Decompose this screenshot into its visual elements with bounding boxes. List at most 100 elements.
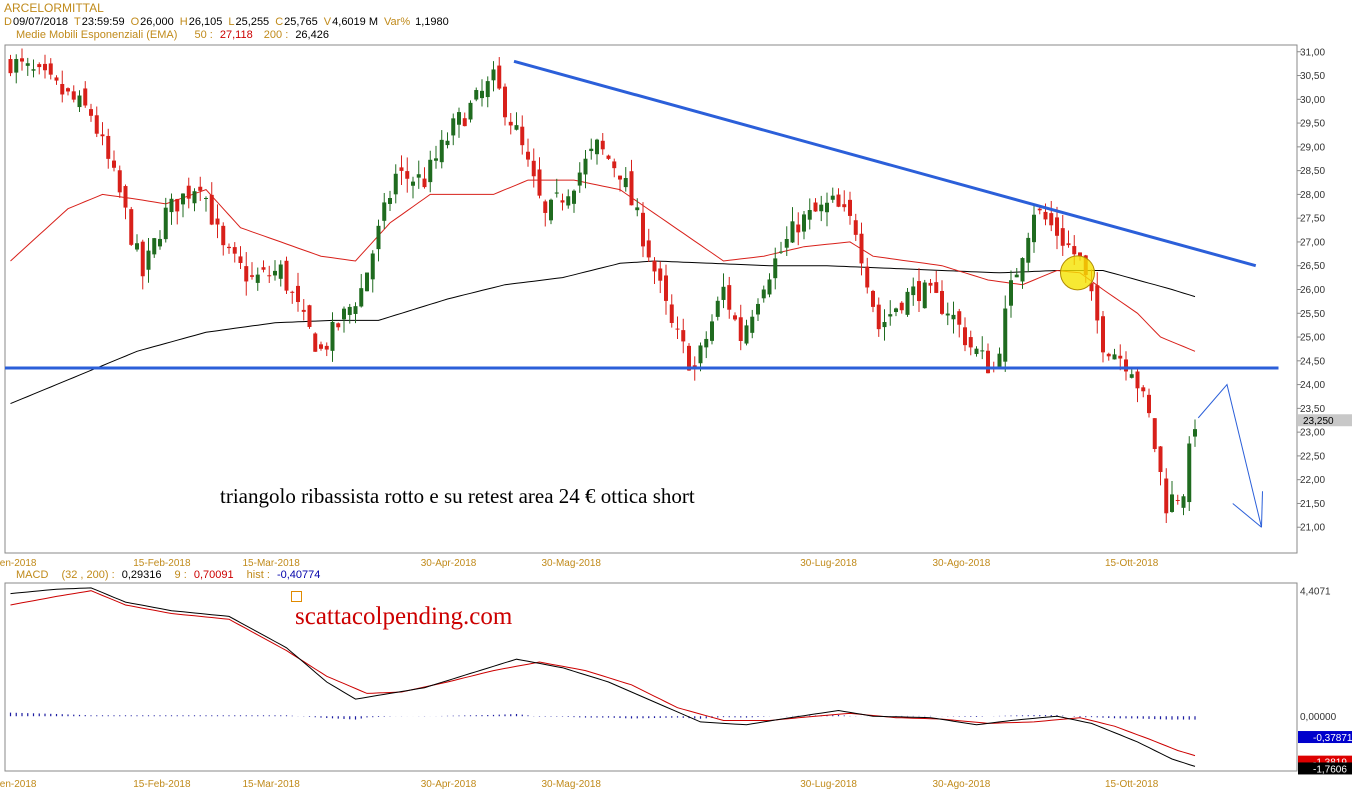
candle-body [1181,496,1186,508]
candle-body [1003,308,1008,362]
candle-body [652,260,657,272]
candle-body [100,134,105,137]
candle-body [474,90,479,100]
candle-body [894,308,898,313]
macd-value-badge [1298,762,1352,775]
candle-body [89,109,93,116]
candle-body [836,194,841,207]
signal-value: 0,70091 [193,569,234,581]
candle-body [250,275,254,277]
candle-body [198,186,203,191]
symbol-title: ARCELORMITTAL [4,1,104,15]
candle-body [646,240,651,258]
candle-body [664,275,668,301]
descending-resistance-line [513,59,1257,268]
date-label: 30-Lug-2018 [800,558,857,569]
candle-body [117,170,122,193]
ohlc-value: 25,765 [284,16,318,28]
price-tick-label: 31,00 [1300,47,1325,58]
ohlc-key: H [179,16,188,28]
candle-body [112,160,116,168]
candle-body [727,285,732,310]
candle-body [623,178,628,188]
candle-body [813,202,818,212]
candle-body [20,58,24,62]
date-label: 30-Apr-2018 [421,558,477,569]
candle-body [485,81,490,98]
price-tick-label: 25,00 [1300,333,1325,344]
date-label: 30-Apr-2018 [421,779,477,790]
trendlines [5,59,1279,528]
macd-line [10,587,1196,767]
hist-label: hist : [246,569,270,581]
candle-body [1037,208,1042,211]
ohlc-key: D [4,16,12,28]
candle-body [744,325,749,344]
candle-body [761,289,766,299]
ema200-value: 26,426 [295,29,329,41]
candle-body [853,220,858,235]
candle-body [825,202,829,213]
candle-body [635,207,640,211]
macd-value-badge [1298,731,1352,744]
candle-body [353,306,358,314]
candle-body [618,175,622,180]
ema-label: Medie Mobili Esponenziali (EMA) [16,29,178,41]
candle-body [1147,394,1151,414]
candle-body [698,345,703,364]
macd-axis-label: 0,00000 [1300,712,1337,723]
date-label: 30-Ago-2018 [933,779,991,790]
candle-body [577,172,582,186]
candle-body [1060,228,1065,246]
price-tick-label: 29,50 [1300,119,1325,130]
candle-body [221,225,226,246]
candle-body [606,155,611,159]
price-tick-label: 27,50 [1300,214,1325,225]
price-tick-label: 29,00 [1300,142,1325,153]
price-tick-label: 24,50 [1300,356,1325,367]
candle-body [819,204,824,212]
candle-body [1009,280,1013,306]
candle-body [232,247,237,254]
candle-body [382,202,387,221]
candle-body [416,174,421,178]
candle-body [181,193,185,205]
date-label: 15-Ott-2018 [1105,779,1159,790]
ohlc-key: C [275,16,284,28]
candle-body [273,270,277,276]
candle-body [393,173,398,195]
candle-body [830,195,835,200]
candle-body [25,63,30,66]
price-tick-label: 24,00 [1300,380,1325,391]
candle-body [146,250,151,270]
candle-body [848,199,852,216]
candle-body [911,286,916,296]
last-price-label: 23,250 [1303,416,1334,427]
candle-body [589,148,594,152]
candle-body [1032,214,1036,243]
candle-body [1043,211,1048,220]
candle-body [1164,478,1169,514]
candle-body [71,91,76,100]
candle-body [767,279,772,295]
candle-body [1072,246,1077,255]
candle-body [807,210,812,220]
candle-body [871,290,875,307]
candle-body [192,191,197,204]
candle-body [549,199,553,221]
price-tick-label: 30,50 [1300,71,1325,82]
macd-value-badge-label: -0,37871 [1313,733,1352,744]
macd-params: (32 , 200) : [61,569,115,581]
candle-body [997,353,1002,368]
ohlc-key: O [130,16,140,28]
candle-body [704,338,709,348]
candle-body [37,64,42,68]
candle-body [537,169,542,196]
price-tick-label: 23,50 [1300,404,1325,415]
ohlc-value: 26,105 [188,16,223,28]
date-label: 15-Feb-2018 [133,779,191,790]
candle-body [572,190,576,204]
candle-body [899,302,904,311]
candle-body [376,225,381,250]
